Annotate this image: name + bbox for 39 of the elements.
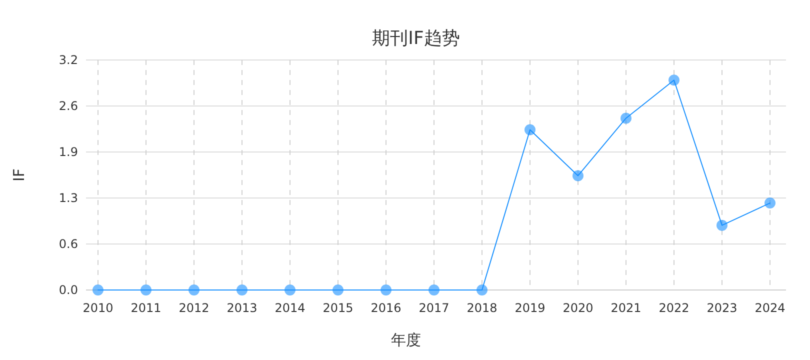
chart-title: 期刊IF趋势 [372, 28, 460, 49]
x-tick-label: 2010 [82, 301, 114, 315]
point [140, 284, 152, 296]
x-tick-label: 2014 [274, 301, 306, 315]
y-tick-label: 0.6 [58, 237, 78, 251]
y-axis-title: IF [10, 168, 28, 182]
point [92, 284, 104, 296]
x-tick-label: 2011 [130, 301, 162, 315]
x-tick-label: 2022 [658, 301, 690, 315]
x-tick-label: 2015 [322, 301, 354, 315]
x-tick-label: 2020 [562, 301, 594, 315]
point [716, 220, 728, 231]
x-tick-label: 2016 [370, 301, 402, 315]
y-tick-label: 0.0 [58, 283, 78, 297]
point [284, 284, 296, 296]
point [524, 124, 536, 136]
x-tick-label: 2023 [706, 301, 738, 315]
point [476, 284, 488, 296]
point [620, 112, 632, 124]
y-tick-label: 1.3 [58, 191, 78, 205]
point [380, 284, 392, 296]
x-tick-label: 2019 [514, 301, 546, 315]
x-tick-label: 2021 [610, 301, 642, 315]
x-tick-label: 2024 [754, 301, 786, 315]
y-tick-label: 2.6 [58, 99, 78, 113]
y-tick-label: 3.2 [58, 53, 78, 67]
point [764, 198, 776, 209]
x-tick-label: 2018 [466, 301, 498, 315]
point [188, 284, 200, 296]
point [668, 74, 680, 86]
x-tick-label: 2017 [418, 301, 450, 315]
point [428, 284, 440, 296]
point [332, 284, 344, 296]
x-tick-label: 2013 [226, 301, 258, 315]
point [236, 284, 248, 296]
point [572, 170, 584, 182]
x-tick-label: 2012 [178, 301, 210, 315]
y-tick-label: 1.9 [58, 145, 78, 159]
x-axis-title: 年度 [391, 331, 421, 349]
